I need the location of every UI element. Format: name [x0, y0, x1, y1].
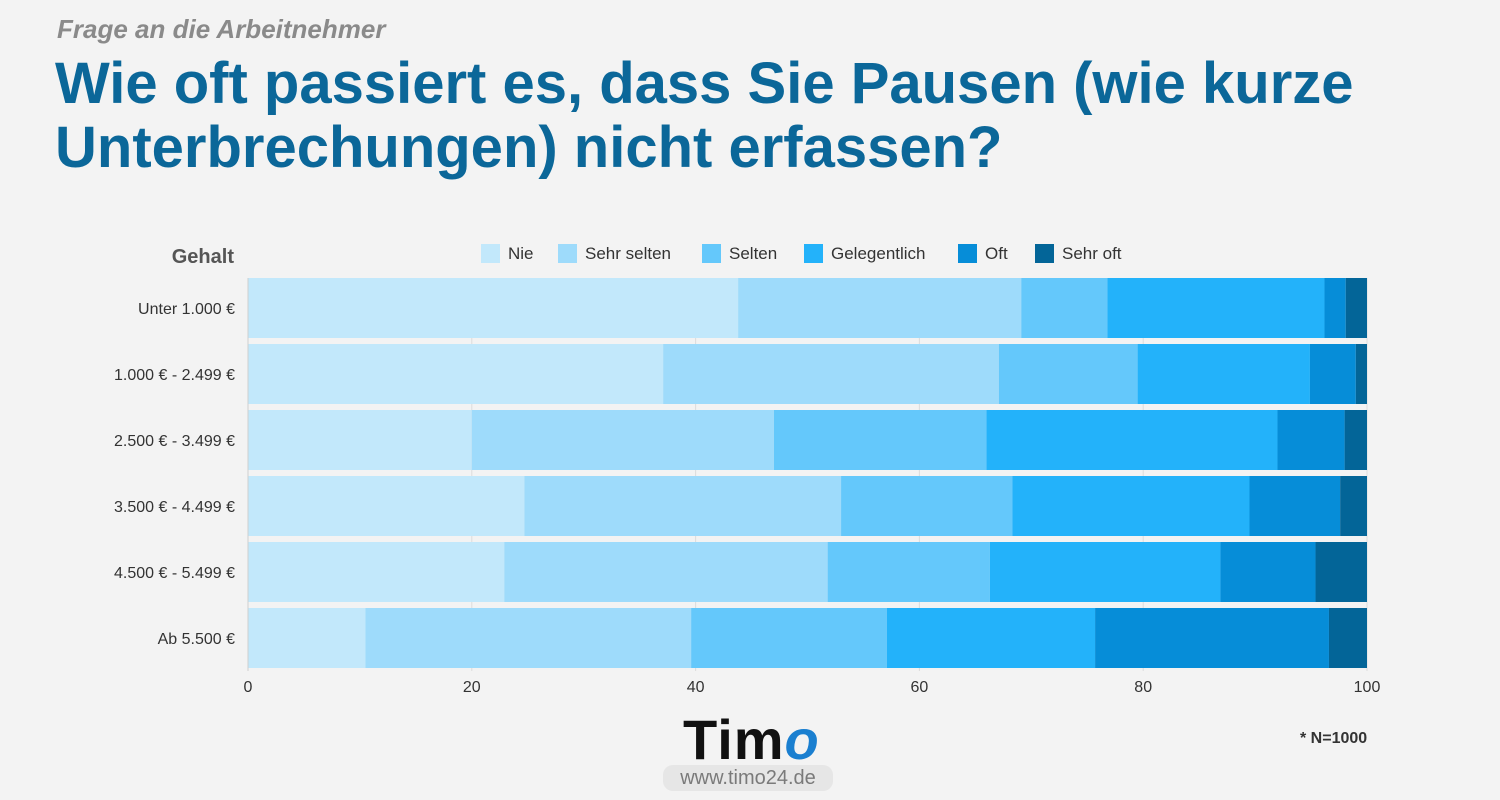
legend-label: Gelegentlich — [831, 244, 926, 263]
bar-segment — [248, 278, 739, 338]
bar-segment — [1137, 344, 1310, 404]
chart-subtitle: Frage an die Arbeitnehmer — [57, 14, 386, 44]
y-axis-title: Gehalt — [172, 246, 235, 268]
x-tick-label: 80 — [1134, 679, 1152, 696]
bar-segment — [841, 476, 1013, 536]
bar-segment — [524, 476, 842, 536]
bar-segment — [365, 608, 692, 668]
bar-segment — [986, 410, 1278, 470]
bar-segment — [1249, 476, 1341, 536]
bar-segment — [248, 542, 505, 602]
bar-segment — [1309, 344, 1356, 404]
bar-segment — [471, 410, 774, 470]
legend-label: Sehr oft — [1062, 244, 1122, 263]
bar-segment — [1324, 278, 1346, 338]
sample-size-note: * N=1000 — [1300, 730, 1368, 747]
bar-segment — [773, 410, 987, 470]
bar-segment — [998, 344, 1138, 404]
bar-segment — [886, 608, 1096, 668]
legend-swatch — [702, 244, 721, 263]
bar-segment — [989, 542, 1221, 602]
bar-segment — [248, 608, 366, 668]
bar-segment — [1107, 278, 1325, 338]
bar-segment — [1340, 476, 1367, 536]
legend-label: Sehr selten — [585, 244, 671, 263]
legend-swatch — [481, 244, 500, 263]
bar-segment — [248, 410, 472, 470]
category-label: 4.500 € - 5.499 € — [114, 565, 235, 582]
bar-segment — [691, 608, 887, 668]
category-label: 1.000 € - 2.499 € — [114, 367, 235, 384]
category-label: Unter 1.000 € — [138, 301, 235, 318]
bar-segment — [827, 542, 990, 602]
bar-segment — [1021, 278, 1108, 338]
bar-segment — [1355, 344, 1367, 404]
category-label: Ab 5.500 € — [158, 631, 236, 648]
category-label: 2.500 € - 3.499 € — [114, 433, 235, 450]
bar-segment — [1345, 278, 1367, 338]
x-tick-label: 100 — [1354, 679, 1381, 696]
category-label: 3.500 € - 4.499 € — [114, 499, 235, 516]
bar-segment — [248, 344, 664, 404]
legend-swatch — [1035, 244, 1054, 263]
bar-segment — [1095, 608, 1329, 668]
bar-segment — [738, 278, 1022, 338]
timo-logo: Timo — [683, 708, 820, 772]
bar-segment — [248, 476, 525, 536]
legend-label: Selten — [729, 244, 777, 263]
x-tick-label: 0 — [244, 679, 253, 696]
x-tick-label: 40 — [687, 679, 705, 696]
bar-segment — [663, 344, 999, 404]
x-tick-label: 20 — [463, 679, 481, 696]
bar-segment — [1315, 542, 1367, 602]
bar-segment — [504, 542, 828, 602]
legend-label: Nie — [508, 244, 534, 263]
legend-swatch — [558, 244, 577, 263]
chart-title: Wie oft passiert es, dass Sie Pausen (wi… — [55, 51, 1354, 180]
logo-text: Tim — [683, 708, 785, 771]
legend-swatch — [804, 244, 823, 263]
logo-accent-letter: o — [784, 708, 820, 771]
legend-label: Oft — [985, 244, 1008, 263]
x-tick-label: 60 — [911, 679, 929, 696]
bar-segment — [1277, 410, 1345, 470]
bar-segment — [1012, 476, 1250, 536]
bar-segment — [1344, 410, 1367, 470]
website-url[interactable]: www.timo24.de — [663, 765, 833, 791]
bar-segment — [1220, 542, 1316, 602]
legend-swatch — [958, 244, 977, 263]
bar-segment — [1328, 608, 1367, 668]
